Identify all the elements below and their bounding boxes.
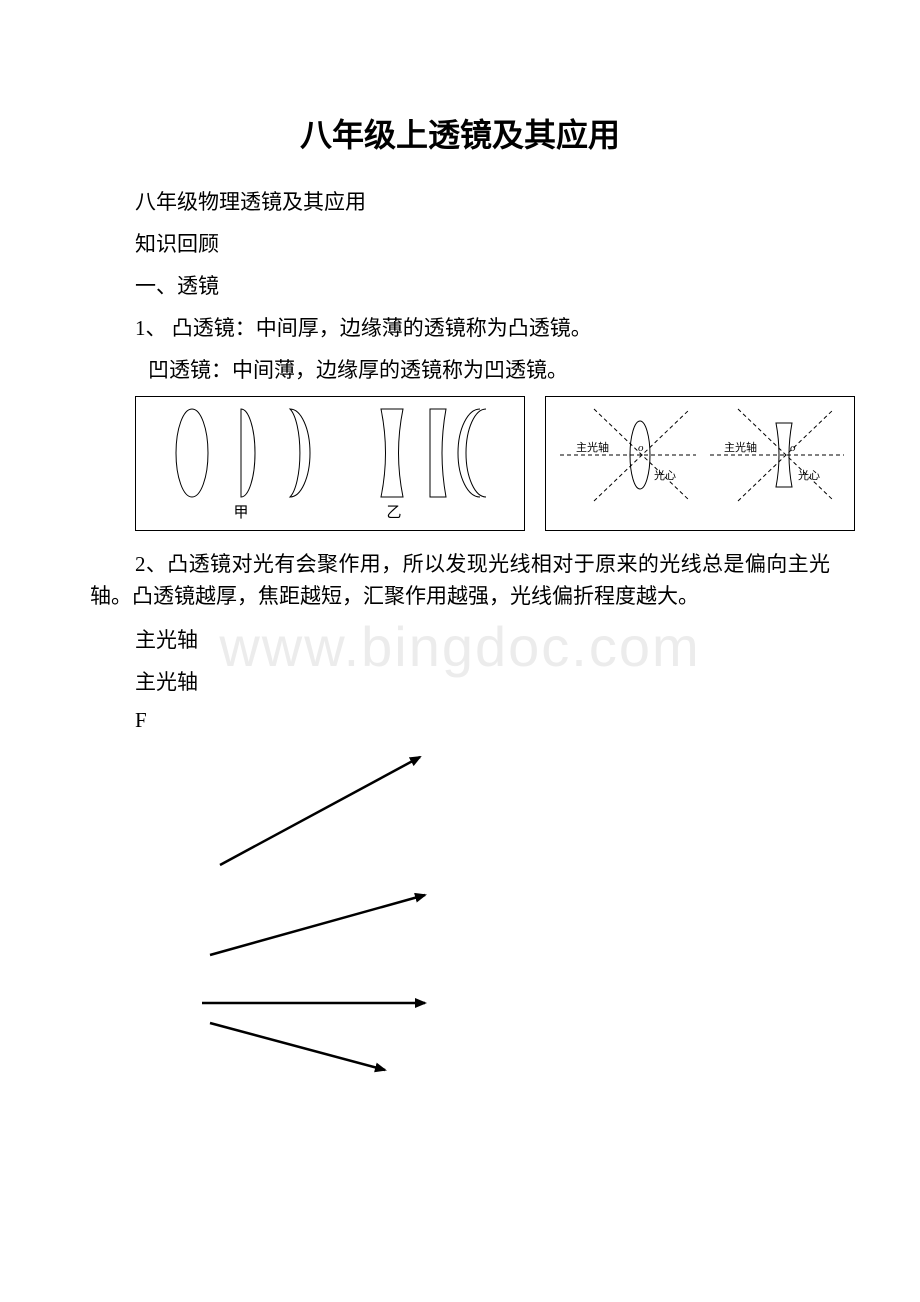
svg-text:o: o <box>638 442 644 454</box>
svg-text:o: o <box>790 442 796 454</box>
svg-text:甲: 甲 <box>233 505 248 521</box>
svg-text:光心: 光心 <box>654 468 676 482</box>
diagram-row: 甲乙 主光轴o光心主光轴o光心 <box>135 396 830 531</box>
document-content: 八年级上透镜及其应用 八年级物理透镜及其应用 知识回顾 一、透镜 1、 凸透镜：… <box>90 110 830 1090</box>
subtitle-text: 八年级物理透镜及其应用 <box>90 186 830 216</box>
optical-axis-diagram: 主光轴 o 光心 主光轴 o 光心 <box>545 396 855 531</box>
f-label: F <box>90 708 830 733</box>
svg-text:光心: 光心 <box>798 468 820 482</box>
svg-text:乙: 乙 <box>386 505 401 521</box>
lens-shapes-diagram: 甲乙 <box>135 396 525 531</box>
axis-label-1: 主光轴 <box>90 624 830 654</box>
axis-label-2: 主光轴 <box>90 666 830 696</box>
arrows-diagram <box>190 745 830 1090</box>
point-1-convex: 1、 凸透镜：中间厚，边缘薄的透镜称为凸透镜。 <box>90 312 830 342</box>
page-title: 八年级上透镜及其应用 <box>90 110 830 156</box>
point-1b-concave: 凹透镜：中间薄，边缘厚的透镜称为凹透镜。 <box>90 354 830 384</box>
point-2-converging: 2、凸透镜对光有会聚作用，所以发现光线相对于原来的光线总是偏向主光轴。凸透镜越厚… <box>90 549 830 612</box>
section-one-heading: 一、透镜 <box>90 270 830 300</box>
review-label: 知识回顾 <box>90 228 830 258</box>
svg-text:主光轴: 主光轴 <box>724 440 757 454</box>
svg-text:主光轴: 主光轴 <box>576 440 609 454</box>
